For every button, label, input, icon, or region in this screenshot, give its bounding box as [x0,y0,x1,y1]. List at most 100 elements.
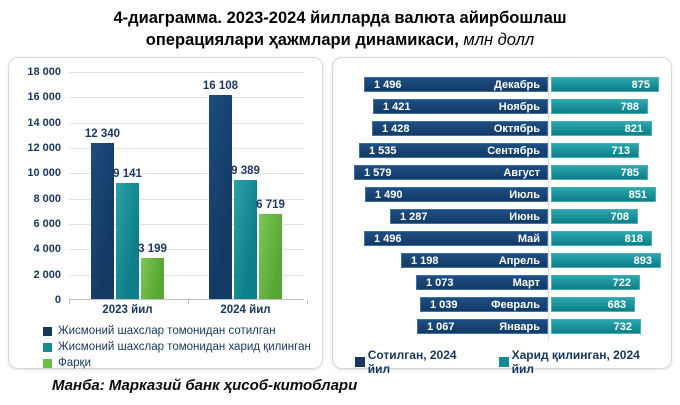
month-label: Январь [499,320,540,333]
bought-value-label: 788 [620,100,639,113]
gridline [69,72,304,73]
bar-value-label: 3 199 [138,243,167,255]
y-axis-label: 4 000 [33,243,61,256]
bar-bought-Май: 818 [551,231,652,246]
y-axis-label: 14 000 [27,116,61,129]
bar-group-2023: 12 340 9 141 3 199 [85,128,167,299]
title-units: млн долл [463,31,535,49]
gridline [69,122,304,124]
bar-sold-Август: 1 579 Август [354,165,548,180]
title-line-1: 4-диаграмма. 2023-2024 йилларда валюта а… [113,9,567,27]
bar-green-2023: 3 199 [138,243,167,299]
month-label: Июль [509,188,540,201]
bar-bought-Апрель: 893 [551,253,661,268]
x-axis-tick [188,300,189,304]
legend-item: Жисмоний шахслар томонидан сотилган [43,323,314,339]
bar-bought-Сентябрь: 713 [551,143,639,158]
bar-sold-Июль: 1 490 Июль [365,187,548,202]
yearly-bar-chart-plot: 18 000 16 000 14 000 12 000 10 000 8 000 6 000… [27,66,308,306]
source-note: Манба: Марказий банк ҳисоб-китоблари [52,377,358,394]
sold-value-label: 1 428 [382,122,410,135]
month-label: Август [503,166,540,179]
month-label: Март [512,276,540,289]
bar-sold-Октябрь: 1 428 Октябрь [372,121,548,136]
x-axis-tick [307,300,308,304]
bought-value-label: 851 [628,188,647,201]
legend-label: Фарқи [58,357,91,369]
bar-sold-Май: 1 496 Май [364,231,548,246]
gridline [69,173,304,175]
bar-bought-Февраль: 683 [551,297,635,312]
bar-bought-Декабрь: 875 [551,77,659,92]
bar-sold-Сентябрь: 1 535 Сентябрь [359,143,548,158]
legend-label: Жисмоний шахслар томонидан харид қилинга… [58,341,311,353]
bar-bought-Июль: 851 [551,187,656,202]
month-row-9: 1 198 Апрель 893 [343,250,661,272]
bought-value-label: 893 [633,254,652,267]
month-label: Апрель [498,254,540,267]
bar-value-label: 6 719 [256,199,285,211]
gridline [69,224,304,225]
yearly-chart-legend: Жисмоний шахслар томонидан сотилган Жисмо… [43,323,314,371]
bar-value-label: 16 108 [202,80,239,92]
legend-swatch-teal [43,342,52,352]
month-label: Сентябрь [487,144,540,157]
gridline [69,198,304,200]
y-axis-label: 18 000 [27,66,61,78]
bar-green-2024: 6 719 [256,199,285,299]
sold-value-label: 1 496 [374,232,402,245]
y-axis-label: 8 000 [33,192,61,205]
bought-value-label: 875 [631,78,650,91]
month-row-6: 1 490 Июль 851 [343,184,661,206]
chart-panels: 18 000 16 000 14 000 12 000 10 000 8 000 6 000… [0,53,680,376]
bar-sold-Январь: 1 067 Январь [417,319,548,334]
y-axis-label: 6 000 [33,218,61,230]
monthly-tornado-chart-card: 1 496 Декабрь 875 1 421 Ноябрь 788 1 428 Октябр… [332,57,672,376]
month-label: Ноябрь [498,100,540,113]
sold-value-label: 1 039 [430,298,458,311]
bar-value-label: 12 340 [84,128,121,140]
bought-value-label: 683 [607,298,626,311]
legend-swatch-teal [498,357,509,367]
bar-sold-Июнь: 1 287 Июнь [390,209,548,224]
sold-value-label: 1 198 [411,254,439,267]
y-axis-label: 12 000 [27,142,61,154]
bar-navy-2023: 12 340 [85,128,120,299]
bar-teal-2023: 9 141 [113,168,142,299]
bar-navy-2024: 16 108 [203,80,238,299]
monthly-tornado-plot: 1 496 Декабрь 875 1 421 Ноябрь 788 1 428 Октябр… [343,74,661,340]
legend-label: Сотилган, 2024 йил [367,348,457,376]
legend-swatch-navy [355,357,365,367]
bought-value-label: 708 [610,210,629,223]
month-row-10: 1 073 Март 722 [343,272,661,294]
sold-value-label: 1 287 [400,210,428,223]
sold-value-label: 1 579 [364,166,392,179]
month-row-2: 1 421 Ноябрь 788 [343,96,661,118]
bar-bought-Октябрь: 821 [551,121,652,136]
monthly-chart-legend: Сотилган, 2024 йил Харид қилинган, 2024 й… [355,348,661,376]
bar-sold-Февраль: 1 039 Февраль [420,297,548,312]
yearly-x-axis-labels: 2023 йил 2024 йил [69,304,314,320]
y-axis-label: 0 [54,294,61,306]
yearly-bar-chart-card: 18 000 16 000 14 000 12 000 10 000 8 000 6 000… [8,57,323,369]
bought-value-label: 818 [624,232,643,245]
title-line-2: операциялари ҳажмлари динамикаси, млн до… [145,31,535,49]
bar-value-label: 9 389 [231,165,260,177]
bought-value-label: 732 [613,320,632,333]
legend-label: Жисмоний шахслар томонидан сотилган [58,325,276,337]
bar-sold-Декабрь: 1 496 Декабрь [364,77,548,92]
month-label: Май [517,232,540,245]
x-axis-category-label: 2024 йил [220,304,271,316]
page-title: 4-диаграмма. 2023-2024 йилларда валюта а… [0,7,680,51]
y-axis-label: 10 000 [27,167,61,180]
bar-sold-Март: 1 073 Март [416,275,548,290]
month-row-4: 1 535 Сентябрь 713 [343,140,661,162]
month-row-7: 1 287 Июнь 708 [343,206,661,228]
bought-value-label: 785 [620,166,639,179]
month-label: Июнь [509,210,540,223]
bar-value-label: 9 141 [113,168,142,180]
bar-teal-2024: 9 389 [231,165,260,299]
bar-bought-Август: 785 [551,165,648,180]
sold-value-label: 1 496 [374,78,402,91]
bar-bought-Март: 722 [551,275,640,290]
